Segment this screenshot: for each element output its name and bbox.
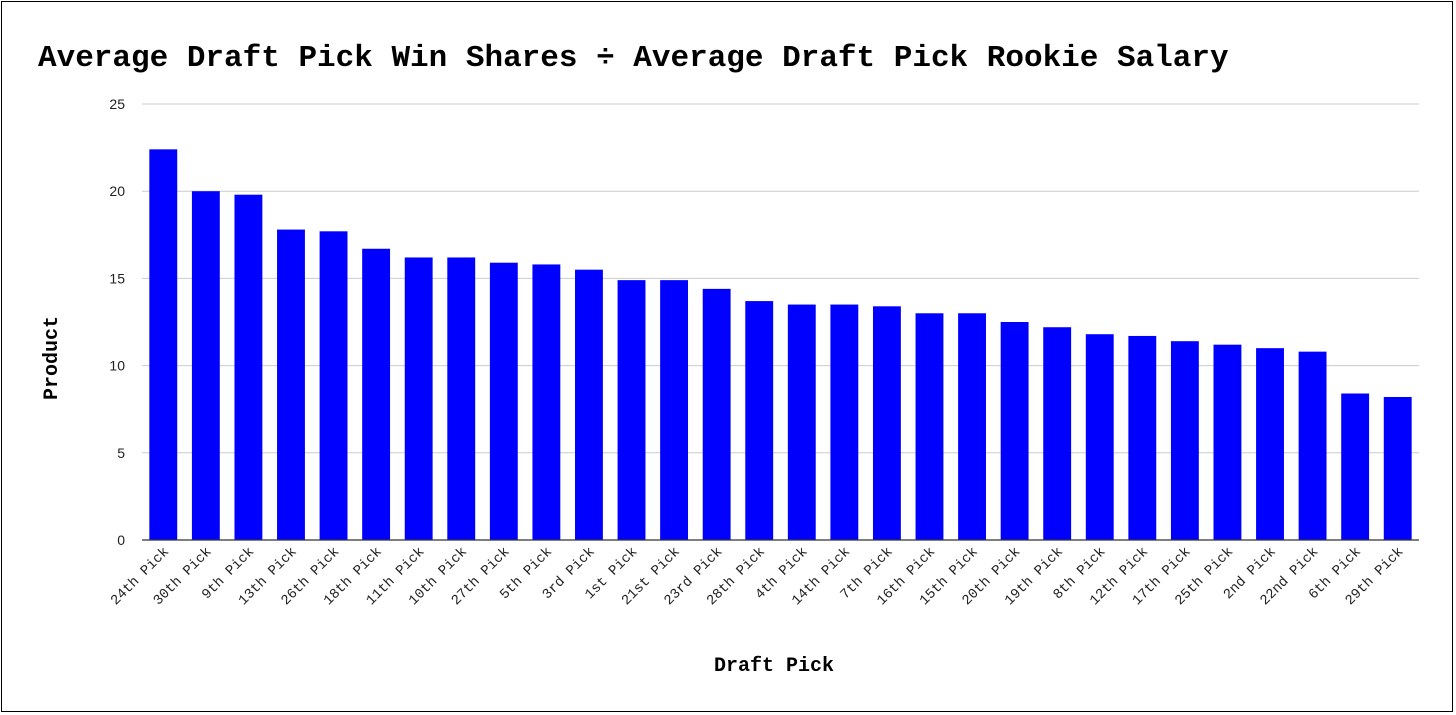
bar xyxy=(702,288,731,540)
x-axis-title: Draft Pick xyxy=(714,655,834,678)
bar xyxy=(745,301,774,540)
bar xyxy=(404,257,433,540)
y-tick-label: 0 xyxy=(117,532,125,548)
bar xyxy=(872,306,901,540)
bar xyxy=(234,194,263,541)
y-axis-title: Product xyxy=(41,316,64,400)
bar xyxy=(958,313,986,540)
y-tick-label: 25 xyxy=(109,96,125,112)
bar xyxy=(1128,335,1157,540)
bar xyxy=(830,304,859,540)
bar xyxy=(1341,393,1370,540)
bar xyxy=(489,262,518,540)
bar xyxy=(1213,344,1242,540)
bar xyxy=(787,304,816,540)
y-tick-label: 5 xyxy=(117,445,125,461)
bar xyxy=(1043,327,1072,540)
bar xyxy=(149,149,178,540)
bar xyxy=(319,231,348,540)
bar xyxy=(617,280,646,540)
y-axis-ticks: 0 5 10 15 20 25 xyxy=(109,96,125,548)
y-tick-label: 10 xyxy=(109,358,125,374)
bar xyxy=(1383,396,1412,540)
bar xyxy=(191,191,220,540)
chart-title: Average Draft Pick Win Shares ÷ Average … xyxy=(38,41,1229,76)
y-tick-label: 20 xyxy=(109,183,125,199)
bar xyxy=(277,229,305,540)
bar xyxy=(1256,348,1284,540)
bar xyxy=(575,269,603,540)
bars xyxy=(149,149,1412,541)
bar xyxy=(1000,322,1029,540)
bar xyxy=(915,313,944,540)
grid-lines xyxy=(142,103,1419,454)
bar xyxy=(1170,341,1199,540)
bar xyxy=(1085,334,1114,540)
bar xyxy=(532,264,561,540)
bar xyxy=(362,248,391,540)
y-tick-label: 15 xyxy=(109,270,125,286)
bar xyxy=(447,257,476,540)
bar xyxy=(660,280,689,540)
bar xyxy=(1298,351,1327,540)
